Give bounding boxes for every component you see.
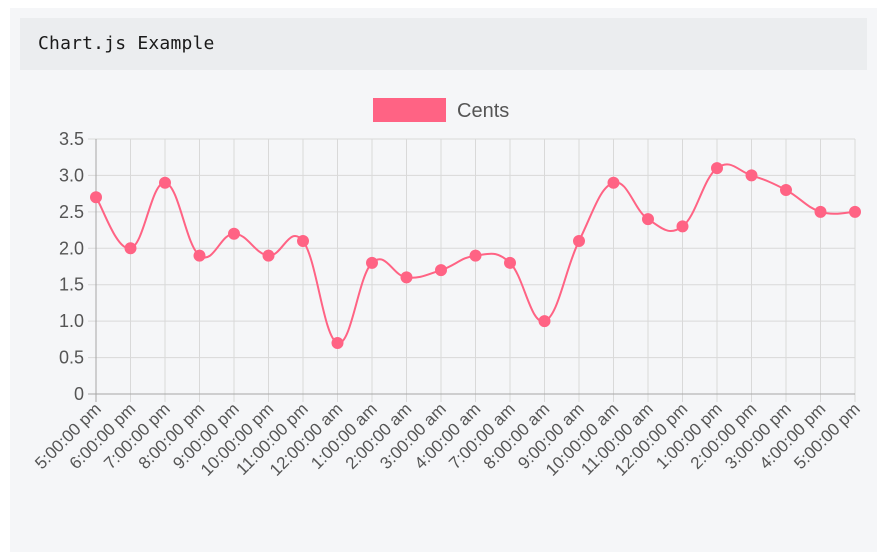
legend-label: Cents — [457, 100, 509, 122]
data-point[interactable] — [90, 191, 102, 204]
data-point[interactable] — [780, 184, 792, 196]
data-point[interactable] — [228, 227, 240, 240]
y-tick-label: 0.5 — [59, 348, 84, 368]
legend[interactable]: Cents — [373, 98, 509, 122]
y-tick-label: 0 — [74, 384, 84, 404]
series-points[interactable] — [90, 162, 861, 349]
axes — [95, 139, 855, 395]
data-point[interactable] — [469, 249, 482, 262]
data-point[interactable] — [538, 315, 551, 328]
data-point[interactable] — [159, 176, 171, 189]
data-point[interactable] — [814, 205, 827, 218]
legend-swatch — [373, 98, 446, 122]
y-tick-label: 3.0 — [59, 165, 84, 185]
data-point[interactable] — [642, 213, 654, 226]
data-point[interactable] — [573, 235, 585, 247]
page-title: Chart.js Example — [38, 33, 215, 54]
grid — [88, 138, 856, 402]
data-point[interactable] — [711, 162, 723, 175]
data-point[interactable] — [676, 220, 689, 233]
data-point[interactable] — [607, 176, 620, 189]
data-point[interactable] — [331, 337, 344, 349]
data-point[interactable] — [745, 169, 758, 182]
header-bar: Chart.js Example — [20, 18, 867, 70]
data-point[interactable] — [435, 264, 447, 277]
y-tick-label: 2.0 — [59, 238, 84, 258]
y-tick-label: 2.5 — [59, 202, 84, 222]
data-point[interactable] — [297, 235, 309, 247]
data-point[interactable] — [504, 256, 516, 269]
data-point[interactable] — [849, 205, 861, 218]
y-tick-label: 1.5 — [59, 275, 84, 295]
y-tick-label: 3.5 — [59, 129, 84, 149]
data-point[interactable] — [124, 242, 137, 255]
data-point[interactable] — [400, 271, 413, 284]
data-point[interactable] — [262, 249, 275, 262]
x-tick-labels: 5:00:00 pm6:00:00 pm7:00:00 pm8:00:00 pm… — [31, 399, 864, 479]
y-tick-label: 1.0 — [59, 311, 84, 331]
data-point[interactable] — [193, 249, 206, 262]
y-tick-labels: 0 0.5 1.0 1.5 2.0 2.5 3.0 3.5 — [59, 129, 84, 404]
data-point[interactable] — [366, 256, 378, 269]
